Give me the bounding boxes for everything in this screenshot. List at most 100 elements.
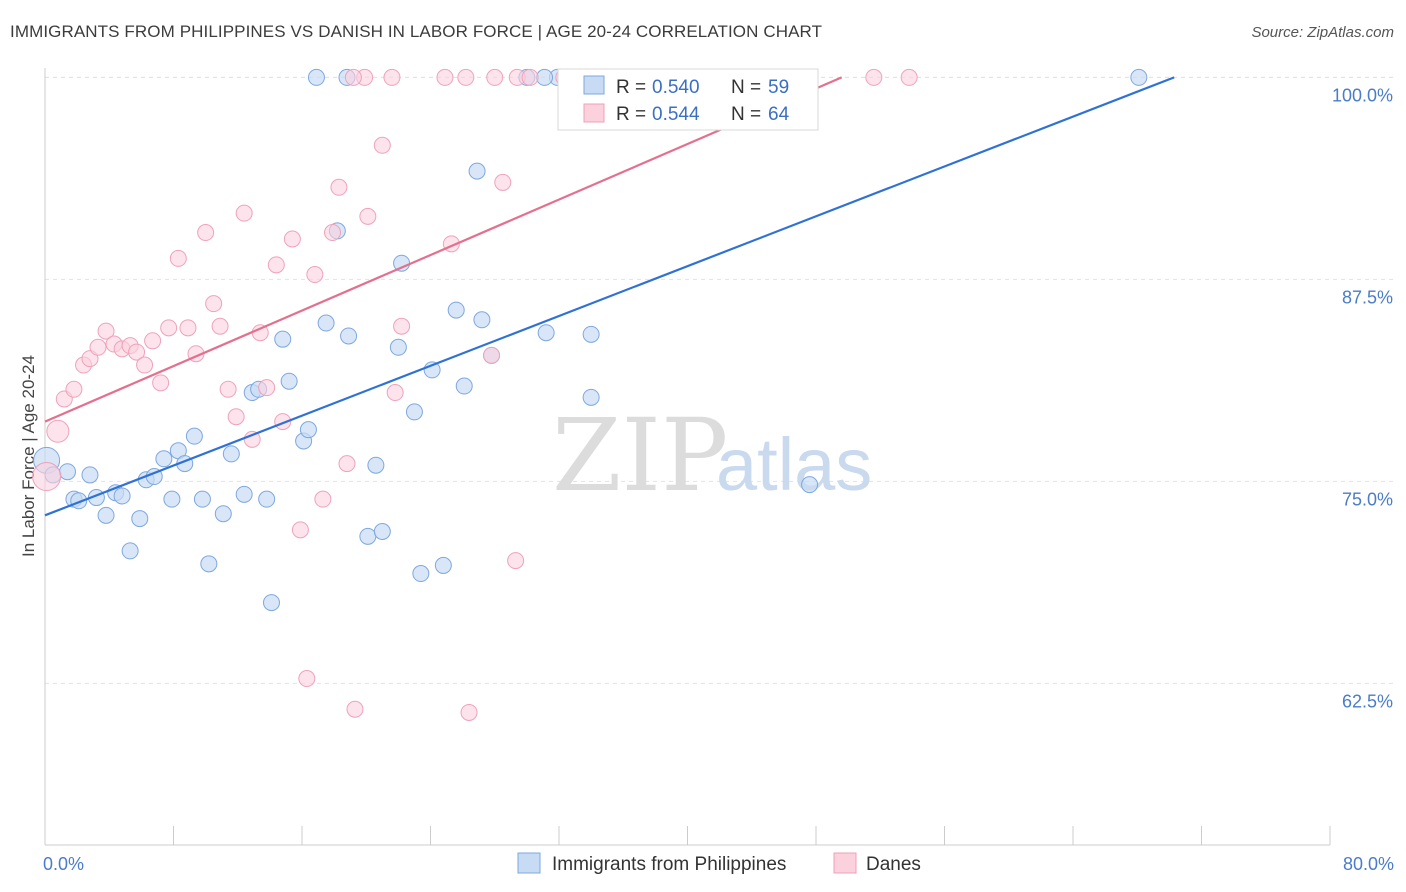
legend-swatch-pink bbox=[583, 103, 605, 123]
point-danes-28 bbox=[267, 256, 285, 274]
legend-r-value-1: 0.540 bbox=[652, 77, 700, 98]
point-philippines-7 bbox=[97, 506, 115, 524]
point-danes-62 bbox=[900, 68, 918, 86]
point-philippines-38 bbox=[373, 522, 391, 540]
trend-line-danes bbox=[44, 76, 843, 423]
legend-r-label-1: R = bbox=[616, 77, 646, 98]
point-philippines-21 bbox=[214, 505, 232, 523]
point-philippines-47 bbox=[468, 162, 486, 180]
point-philippines-10 bbox=[121, 542, 139, 560]
point-philippines-15 bbox=[163, 490, 181, 508]
legend-n-label-1: N = bbox=[731, 77, 761, 98]
point-danes-35 bbox=[324, 224, 342, 242]
y-tick-label-3: 62.5% bbox=[1342, 691, 1393, 711]
point-danes-14 bbox=[152, 374, 170, 392]
point-danes-38 bbox=[346, 700, 364, 718]
bottom-legend-label-danes: Danes bbox=[866, 854, 921, 875]
point-philippines-26 bbox=[258, 490, 276, 508]
bottom-legend-swatch-blue bbox=[517, 852, 541, 874]
series-philippines-points bbox=[33, 68, 1148, 612]
trend-lines bbox=[44, 76, 1175, 517]
point-danes-36 bbox=[330, 178, 348, 196]
point-danes-15 bbox=[160, 319, 178, 337]
point-danes-42 bbox=[393, 317, 411, 335]
point-philippines-44 bbox=[434, 556, 452, 574]
x-tick-label-1: 80.0% bbox=[1343, 854, 1394, 874]
point-danes-27 bbox=[258, 379, 276, 397]
point-danes-22 bbox=[219, 380, 237, 398]
point-danes-45 bbox=[483, 346, 501, 364]
source-label: Source: ZipAtlas.com bbox=[1251, 24, 1394, 41]
point-danes-1 bbox=[46, 419, 70, 443]
point-philippines-53 bbox=[582, 325, 600, 343]
point-philippines-29 bbox=[280, 372, 298, 390]
point-danes-32 bbox=[298, 670, 316, 688]
point-philippines-2 bbox=[58, 463, 76, 481]
point-philippines-23 bbox=[235, 485, 253, 503]
y-tick-label-2: 75.0% bbox=[1342, 489, 1393, 509]
point-philippines-37 bbox=[367, 456, 385, 474]
legend-swatch-blue bbox=[583, 75, 605, 95]
watermark-atlas: atlas bbox=[716, 423, 872, 506]
point-philippines-57 bbox=[307, 68, 325, 86]
point-philippines-11 bbox=[131, 510, 149, 528]
point-danes-54 bbox=[521, 68, 539, 86]
y-tick-labels: 100.0% 87.5% 75.0% 62.5% bbox=[1332, 85, 1393, 711]
point-philippines-56 bbox=[1130, 68, 1148, 86]
point-danes-46 bbox=[494, 173, 512, 191]
y-tick-label-1: 87.5% bbox=[1342, 287, 1393, 307]
point-danes-50 bbox=[436, 68, 454, 86]
point-danes-51 bbox=[457, 68, 475, 86]
grid-lines bbox=[45, 76, 1395, 684]
point-philippines-9 bbox=[113, 487, 131, 505]
point-danes-17 bbox=[179, 319, 197, 337]
chart-title: IMMIGRANTS FROM PHILIPPINES VS DANISH IN… bbox=[10, 22, 823, 41]
point-philippines-27 bbox=[262, 594, 280, 612]
point-danes-44 bbox=[460, 703, 478, 721]
point-danes-19 bbox=[197, 224, 215, 242]
point-danes-52 bbox=[486, 68, 504, 86]
point-philippines-45 bbox=[447, 301, 465, 319]
x-ticks bbox=[44, 826, 1331, 845]
point-philippines-41 bbox=[405, 403, 423, 421]
point-danes-12 bbox=[136, 356, 154, 374]
point-philippines-18 bbox=[185, 427, 203, 445]
point-danes-6 bbox=[89, 338, 107, 356]
legend-n-value-2: 64 bbox=[768, 104, 790, 125]
point-danes-61 bbox=[865, 68, 883, 86]
x-tick-label-0: 0.0% bbox=[43, 854, 84, 874]
legend-r-label-2: R = bbox=[616, 104, 646, 125]
point-danes-33 bbox=[306, 266, 324, 284]
point-philippines-20 bbox=[200, 555, 218, 573]
point-danes-49 bbox=[383, 68, 401, 86]
point-philippines-39 bbox=[389, 338, 407, 356]
point-danes-39 bbox=[359, 207, 377, 225]
watermark-zip: ZIP bbox=[552, 397, 728, 514]
point-philippines-31 bbox=[299, 421, 317, 439]
point-philippines-36 bbox=[359, 527, 377, 545]
point-danes-34 bbox=[314, 490, 332, 508]
point-danes-3 bbox=[65, 380, 83, 398]
point-danes-21 bbox=[211, 317, 229, 335]
bottom-legend-swatch-pink bbox=[833, 852, 857, 874]
point-danes-13 bbox=[144, 332, 162, 350]
point-danes-11 bbox=[128, 343, 146, 361]
bottom-legend-label-philippines: Immigrants from Philippines bbox=[552, 854, 786, 875]
point-danes-23 bbox=[227, 408, 245, 426]
point-danes-37 bbox=[338, 455, 356, 473]
point-danes-7 bbox=[97, 322, 115, 340]
point-philippines-32 bbox=[317, 314, 335, 332]
point-danes-30 bbox=[283, 230, 301, 248]
stats-legend: R = 0.540 N = 59 R = 0.544 N = 64 bbox=[557, 68, 819, 131]
point-philippines-54 bbox=[582, 388, 600, 406]
bottom-legend: Immigrants from Philippines Danes bbox=[517, 852, 921, 875]
point-philippines-58 bbox=[536, 68, 554, 86]
point-danes-47 bbox=[507, 552, 525, 570]
point-danes-0 bbox=[32, 462, 62, 492]
point-danes-63 bbox=[344, 68, 362, 86]
legend-n-label-2: N = bbox=[731, 104, 761, 125]
y-axis-label: In Labor Force | Age 20-24 bbox=[19, 355, 38, 557]
point-danes-20 bbox=[205, 295, 223, 313]
point-philippines-22 bbox=[222, 445, 240, 463]
